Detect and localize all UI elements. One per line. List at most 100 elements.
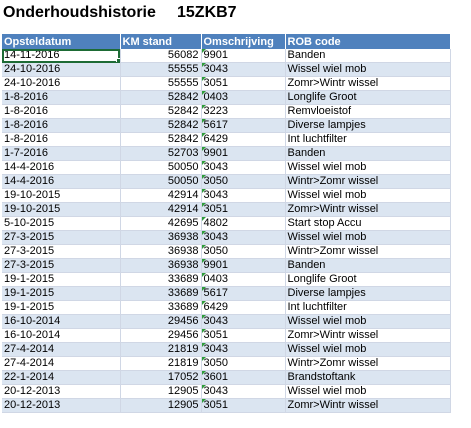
cell-km[interactable]: 12905	[120, 398, 202, 413]
cell-rob-code[interactable]: Wintr>Zomr wissel	[285, 356, 451, 371]
cell-rob-code[interactable]: Banden	[285, 258, 451, 273]
cell-description-code[interactable]: 3051	[201, 328, 286, 343]
cell-description-code[interactable]: 3043	[201, 342, 286, 357]
cell-rob-code[interactable]: Int luchtfilter	[285, 300, 451, 315]
cell-date[interactable]: 1-8-2016	[2, 90, 121, 105]
cell-rob-code[interactable]: Banden	[285, 49, 451, 63]
cell-date[interactable]: 1-8-2016	[2, 132, 121, 147]
cell-date[interactable]: 16-10-2014	[2, 328, 121, 343]
cell-description-code[interactable]: 3043	[201, 188, 286, 203]
cell-rob-code[interactable]: Longlife Groot	[285, 90, 451, 105]
cell-description-code[interactable]: 3601	[201, 370, 286, 385]
cell-rob-code[interactable]: Wintr>Zomr wissel	[285, 244, 451, 259]
cell-km[interactable]: 55555	[120, 62, 202, 77]
cell-rob-code[interactable]: Zomr>Wintr wissel	[285, 328, 451, 343]
cell-rob-code[interactable]: Banden	[285, 146, 451, 161]
cell-description-code[interactable]: 3043	[201, 62, 286, 77]
cell-rob-code[interactable]: Diverse lampjes	[285, 286, 451, 301]
cell-km[interactable]: 52842	[120, 118, 202, 133]
cell-date[interactable]: 16-10-2014	[2, 314, 121, 329]
cell-date[interactable]: 19-10-2015	[2, 188, 121, 203]
cell-rob-code[interactable]: Wissel wiel mob	[285, 62, 451, 77]
cell-description-code[interactable]: 3050	[201, 174, 286, 189]
cell-description-code[interactable]: 3223	[201, 104, 286, 119]
cell-date[interactable]: 27-3-2015	[2, 258, 121, 273]
cell-rob-code[interactable]: Start stop Accu	[285, 216, 451, 231]
cell-date[interactable]: 20-12-2013	[2, 384, 121, 399]
cell-km[interactable]: 33689	[120, 300, 202, 315]
cell-date[interactable]: 1-8-2016	[2, 104, 121, 119]
fill-handle[interactable]	[115, 58, 119, 62]
cell-km[interactable]: 52842	[120, 90, 202, 105]
cell-km[interactable]: 42914	[120, 202, 202, 217]
cell-date[interactable]: 22-1-2014	[2, 370, 121, 385]
cell-date[interactable]: 27-3-2015	[2, 244, 121, 259]
cell-km[interactable]: 17052	[120, 370, 202, 385]
cell-date[interactable]: 1-8-2016	[2, 118, 121, 133]
cell-description-code[interactable]: 3043	[201, 384, 286, 399]
cell-rob-code[interactable]: Zomr>Wintr wissel	[285, 398, 451, 413]
cell-description-code[interactable]: 5617	[201, 118, 286, 133]
cell-description-code[interactable]: 5617	[201, 286, 286, 301]
column-header-description[interactable]: Omschrijving	[201, 34, 286, 49]
cell-date[interactable]: 20-12-2013	[2, 398, 121, 413]
cell-description-code[interactable]: 4802	[201, 216, 286, 231]
cell-km[interactable]: 55555	[120, 76, 202, 91]
cell-date[interactable]: 19-1-2015	[2, 286, 121, 301]
cell-rob-code[interactable]: Remvloeistof	[285, 104, 451, 119]
cell-rob-code[interactable]: Wissel wiel mob	[285, 342, 451, 357]
cell-date[interactable]: 5-10-2015	[2, 216, 121, 231]
cell-description-code[interactable]: 0403	[201, 272, 286, 287]
cell-description-code[interactable]: 3050	[201, 356, 286, 371]
cell-km[interactable]: 42695	[120, 216, 202, 231]
cell-rob-code[interactable]: Wissel wiel mob	[285, 384, 451, 399]
cell-date[interactable]: 27-4-2014	[2, 356, 121, 371]
cell-rob-code[interactable]: Wissel wiel mob	[285, 314, 451, 329]
cell-rob-code[interactable]: Wissel wiel mob	[285, 230, 451, 245]
cell-km[interactable]: 42914	[120, 188, 202, 203]
cell-date[interactable]: 27-4-2014	[2, 342, 121, 357]
cell-km[interactable]: 36938	[120, 244, 202, 259]
cell-date[interactable]: 24-10-2016	[2, 62, 121, 77]
cell-description-code[interactable]: 3051	[201, 76, 286, 91]
column-header-date[interactable]: Opsteldatum	[2, 34, 121, 49]
cell-description-code[interactable]: 9901	[201, 258, 286, 273]
cell-description-code[interactable]: 9901	[201, 49, 286, 63]
cell-description-code[interactable]: 3043	[201, 314, 286, 329]
cell-km[interactable]: 52703	[120, 146, 202, 161]
cell-rob-code[interactable]: Wintr>Zomr wissel	[285, 174, 451, 189]
cell-km[interactable]: 29456	[120, 314, 202, 329]
cell-description-code[interactable]: 6429	[201, 132, 286, 147]
column-header-rob-code[interactable]: ROB code	[285, 34, 451, 49]
cell-date[interactable]: 24-10-2016	[2, 76, 121, 91]
cell-description-code[interactable]: 3043	[201, 160, 286, 175]
cell-date[interactable]: 19-1-2015	[2, 300, 121, 315]
cell-km[interactable]: 33689	[120, 272, 202, 287]
cell-rob-code[interactable]: Zomr>Wintr wissel	[285, 76, 451, 91]
cell-date[interactable]: 19-1-2015	[2, 272, 121, 287]
cell-rob-code[interactable]: Longlife Groot	[285, 272, 451, 287]
cell-description-code[interactable]: 3043	[201, 230, 286, 245]
cell-date[interactable]: 1-7-2016	[2, 146, 121, 161]
cell-km[interactable]: 50050	[120, 174, 202, 189]
cell-km[interactable]: 50050	[120, 160, 202, 175]
cell-description-code[interactable]: 0403	[201, 90, 286, 105]
cell-km[interactable]: 21819	[120, 356, 202, 371]
cell-description-code[interactable]: 3050	[201, 244, 286, 259]
cell-description-code[interactable]: 9901	[201, 146, 286, 161]
cell-km[interactable]: 52842	[120, 104, 202, 119]
cell-description-code[interactable]: 3051	[201, 398, 286, 413]
cell-km[interactable]: 21819	[120, 342, 202, 357]
cell-date[interactable]: 14-4-2016	[2, 160, 121, 175]
cell-rob-code[interactable]: Wissel wiel mob	[285, 188, 451, 203]
cell-date[interactable]: 14-11-2016	[2, 49, 121, 63]
cell-description-code[interactable]: 6429	[201, 300, 286, 315]
cell-km[interactable]: 12905	[120, 384, 202, 399]
cell-km[interactable]: 29456	[120, 328, 202, 343]
cell-rob-code[interactable]: Brandstoftank	[285, 370, 451, 385]
cell-date[interactable]: 27-3-2015	[2, 230, 121, 245]
cell-rob-code[interactable]: Wissel wiel mob	[285, 160, 451, 175]
cell-rob-code[interactable]: Zomr>Wintr wissel	[285, 202, 451, 217]
column-header-km[interactable]: KM stand	[120, 34, 202, 49]
cell-km[interactable]: 36938	[120, 230, 202, 245]
